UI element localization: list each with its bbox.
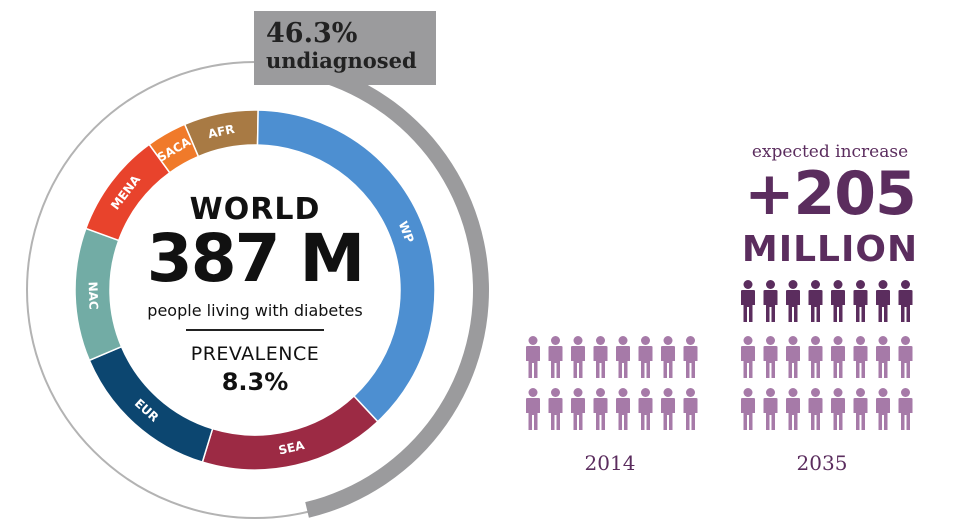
person-icon <box>593 336 608 378</box>
year-2035-label: 2035 <box>796 451 848 475</box>
person-icon <box>638 336 653 378</box>
person-icon <box>853 388 868 430</box>
person-icon <box>786 336 800 378</box>
person-icon <box>786 388 800 430</box>
person-icon <box>548 388 563 430</box>
person-icon <box>616 388 630 430</box>
world-total: 387 M <box>146 220 365 297</box>
segment-saca <box>148 123 200 174</box>
person-icon <box>526 336 540 378</box>
expected-increase-label: expected increase <box>751 142 909 162</box>
person-icon <box>683 388 698 430</box>
prevalence-value: 8.3% <box>221 368 289 396</box>
person-icon <box>876 388 890 430</box>
segment-label-sea: SEA <box>277 438 306 458</box>
person-icon <box>741 388 755 430</box>
person-icon <box>898 280 913 322</box>
person-icon <box>741 280 755 322</box>
person-icon <box>571 388 585 430</box>
segment-sea <box>201 394 379 471</box>
divider <box>186 329 324 331</box>
segment-label-nac: NAC <box>86 281 101 310</box>
person-icon <box>831 280 845 322</box>
prevalence-label: PREVALENCE <box>190 343 320 365</box>
person-icon <box>741 336 755 378</box>
person-icon <box>548 336 563 378</box>
person-icon <box>763 280 778 322</box>
person-icon <box>763 336 778 378</box>
year-2014-label: 2014 <box>584 451 636 475</box>
world-subtitle: people living with diabetes <box>147 301 363 320</box>
person-icon <box>661 336 675 378</box>
person-icon <box>808 280 823 322</box>
person-icon <box>526 388 540 430</box>
person-icon <box>786 280 800 322</box>
person-icon <box>853 280 868 322</box>
person-icon <box>853 336 868 378</box>
world-label: WORLD <box>189 192 321 227</box>
undiagnosed-callout: 46.3% undiagnosed <box>254 11 436 85</box>
person-icon <box>808 336 823 378</box>
undiagnosed-percent: 46.3% <box>266 18 358 49</box>
person-icon <box>616 336 630 378</box>
expected-increase-value: +205 <box>744 159 917 229</box>
expected-increase-unit: MILLION <box>741 229 919 270</box>
person-icon <box>638 388 653 430</box>
person-icon <box>898 388 913 430</box>
person-icon <box>593 388 608 430</box>
segment-label-afr: AFR <box>207 122 236 141</box>
person-icon <box>898 336 913 378</box>
person-icon <box>763 388 778 430</box>
person-icon <box>831 336 845 378</box>
undiagnosed-label: undiagnosed <box>266 48 417 73</box>
person-icon <box>661 388 675 430</box>
person-icon <box>683 336 698 378</box>
person-icon <box>831 388 845 430</box>
person-icon <box>876 336 890 378</box>
person-icon <box>571 336 585 378</box>
person-icon <box>876 280 890 322</box>
person-icon <box>808 388 823 430</box>
people-icon-grid <box>526 280 913 430</box>
